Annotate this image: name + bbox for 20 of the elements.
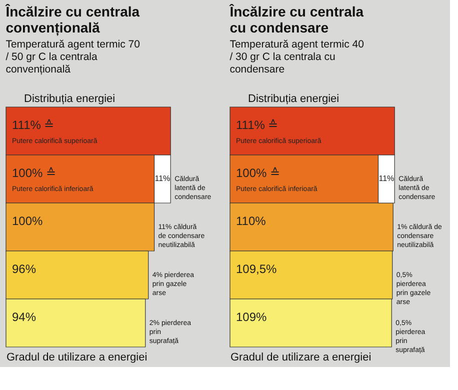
data-label: 110%: [236, 214, 266, 228]
text: Distribuția energiei: [24, 93, 116, 105]
data-label: 111% ≙: [12, 118, 54, 132]
x-axis-title: Gradul de utilizare a energiei: [6, 352, 148, 364]
data-label: 11%: [154, 174, 170, 183]
chart-title: Încălzire cu centrala convențională: [4, 4, 140, 36]
chart-subtitle: Temperatură agent termic 40 / 30 gr C la centrala cu condensare: [230, 38, 364, 76]
data-label: 11%: [378, 174, 394, 183]
data-label: 94%: [12, 310, 36, 324]
data-label: 100%: [12, 214, 44, 228]
text: Distribuția energiei: [248, 93, 340, 105]
chart-title: Încălzire cu centrala cu condensare: [228, 4, 364, 36]
data-label: 109%: [236, 310, 268, 324]
data-label: 111% ≙: [236, 118, 278, 132]
data-label: 96%: [12, 262, 36, 276]
data-label: 100% ≙: [236, 166, 280, 180]
data-label: 109,5%: [236, 262, 278, 276]
data-label: 100% ≙: [12, 166, 56, 180]
x-axis-title: Gradul de utilizare a energiei: [230, 352, 372, 364]
chart-subtitle: Temperatură agent termic 70 / 50 gr C la centrala convențională: [6, 38, 140, 76]
